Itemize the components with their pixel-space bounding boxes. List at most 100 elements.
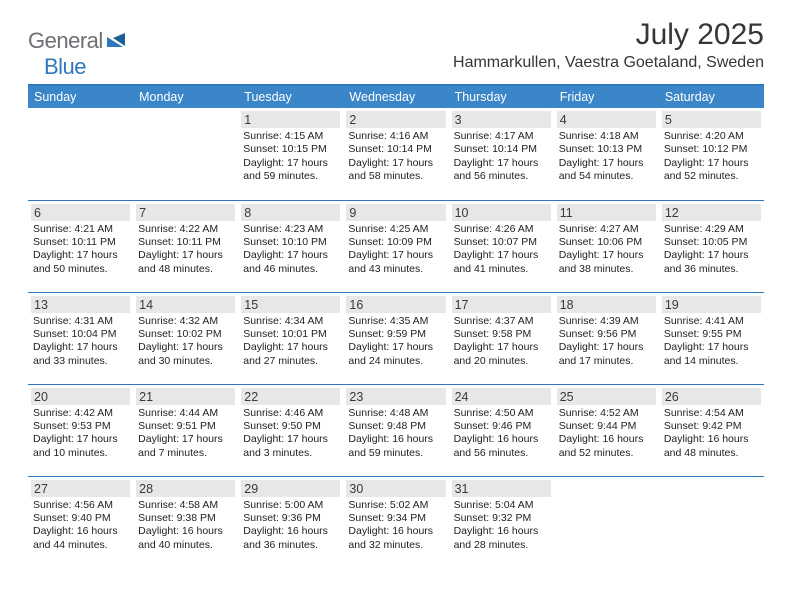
calendar-cell: [133, 108, 238, 200]
calendar-cell: 15 Sunrise: 4:34 AMSunset: 10:01 PMDaylig…: [238, 292, 343, 384]
calendar-cell: 10Sunrise: 4:26 AMSunset: 10:07 PMDaylig…: [449, 200, 554, 292]
calendar-cell: 14 Sunrise: 4:32 AMSunset: 10:02 PMDaylig…: [133, 292, 238, 384]
calendar-cell: 20 Sunrise: 4:42 AMSunset: 9:53 PMDayligh…: [28, 384, 133, 476]
calendar-cell: 2Sunrise: 4:16 AMSunset: 10:14 PMDayligh…: [343, 108, 448, 200]
calendar-cell: 28 Sunrise: 4:58 AMSunset: 9:38 PMDayligh…: [133, 476, 238, 568]
day-number: 17: [452, 296, 551, 313]
day-number: 22: [241, 388, 340, 405]
day-number: 28: [136, 480, 235, 497]
cell-text: Sunrise: 4:58 AMSunset: 9:38 PMDaylight:…: [136, 499, 235, 553]
cell-text: Sunrise: 4:52 AMSunset: 9:44 PMDaylight:…: [557, 407, 656, 461]
cell-text: Sunrise: 4:17 AMSunset: 10:14 PMDaylight…: [452, 130, 551, 184]
day-number: 30: [346, 480, 445, 497]
day-number: 14: [136, 296, 235, 313]
calendar-cell: 4 Sunrise: 4:18 AMSunset: 10:13 PMDayligh…: [554, 108, 659, 200]
day-header: Tuesday: [238, 86, 343, 108]
day-number: 31: [452, 480, 551, 497]
cell-text: Sunrise: 5:00 AMSunset: 9:36 PMDaylight:…: [241, 499, 340, 553]
month-title: July 2025: [453, 18, 764, 52]
cell-text: Sunrise: 4:23 AMSunset: 10:10 PMDaylight…: [241, 223, 340, 277]
day-number: 11: [557, 204, 656, 221]
day-number: [136, 111, 235, 128]
calendar-cell: 6 Sunrise: 4:21 AMSunset: 10:11 PMDayligh…: [28, 200, 133, 292]
cell-text: Sunrise: 4:39 AMSunset: 9:56 PMDaylight:…: [557, 315, 656, 369]
day-number: [557, 480, 656, 497]
location-text: Hammarkullen, Vaestra Goetaland, Sweden: [453, 54, 764, 72]
day-number: 4: [557, 111, 656, 128]
cell-text: Sunrise: 4:21 AMSunset: 10:11 PMDaylight…: [31, 223, 130, 277]
day-header: Wednesday: [343, 86, 448, 108]
calendar-cell: 12 Sunrise: 4:29 AMSunset: 10:05 PMDaylig…: [659, 200, 764, 292]
cell-text: Sunrise: 4:56 AMSunset: 9:40 PMDaylight:…: [31, 499, 130, 553]
day-number: 24: [452, 388, 551, 405]
cell-text: Sunrise: 4:37 AMSunset: 9:58 PMDaylight:…: [452, 315, 551, 369]
day-number: 5: [662, 111, 761, 128]
logo-text-general: General: [28, 28, 103, 54]
day-number: 1: [241, 111, 340, 128]
cell-text: Sunrise: 5:04 AMSunset: 9:32 PMDaylight:…: [452, 499, 551, 553]
day-number: 25: [557, 388, 656, 405]
cell-text: Sunrise: 4:46 AMSunset: 9:50 PMDaylight:…: [241, 407, 340, 461]
calendar-table: SundayMondayTuesdayWednesdayThursdayFrid…: [28, 86, 764, 568]
calendar-cell: 9Sunrise: 4:25 AMSunset: 10:09 PMDayligh…: [343, 200, 448, 292]
day-number: 7: [136, 204, 235, 221]
cell-text: Sunrise: 4:54 AMSunset: 9:42 PMDaylight:…: [662, 407, 761, 461]
calendar-cell: 3 Sunrise: 4:17 AMSunset: 10:14 PMDayligh…: [449, 108, 554, 200]
day-header: Friday: [554, 86, 659, 108]
calendar-cell: 19 Sunrise: 4:41 AMSunset: 9:55 PMDayligh…: [659, 292, 764, 384]
calendar-cell: 29 Sunrise: 5:00 AMSunset: 9:36 PMDayligh…: [238, 476, 343, 568]
calendar-cell: 30 Sunrise: 5:02 AMSunset: 9:34 PMDayligh…: [343, 476, 448, 568]
cell-text: Sunrise: 5:02 AMSunset: 9:34 PMDaylight:…: [346, 499, 445, 553]
day-number: 26: [662, 388, 761, 405]
calendar-cell: 22 Sunrise: 4:46 AMSunset: 9:50 PMDayligh…: [238, 384, 343, 476]
day-number: [31, 111, 130, 128]
cell-text: Sunrise: 4:50 AMSunset: 9:46 PMDaylight:…: [452, 407, 551, 461]
cell-text: Sunrise: 4:34 AMSunset: 10:01 PMDaylight…: [241, 315, 340, 369]
cell-text: Sunrise: 4:20 AMSunset: 10:12 PMDaylight…: [662, 130, 761, 184]
calendar-cell: 27 Sunrise: 4:56 AMSunset: 9:40 PMDayligh…: [28, 476, 133, 568]
calendar-cell: 11Sunrise: 4:27 AMSunset: 10:06 PMDaylig…: [554, 200, 659, 292]
cell-text: Sunrise: 4:42 AMSunset: 9:53 PMDaylight:…: [31, 407, 130, 461]
calendar-cell: 25 Sunrise: 4:52 AMSunset: 9:44 PMDayligh…: [554, 384, 659, 476]
cell-text: Sunrise: 4:35 AMSunset: 9:59 PMDaylight:…: [346, 315, 445, 369]
day-number: 10: [452, 204, 551, 221]
cell-text: Sunrise: 4:22 AMSunset: 10:11 PMDaylight…: [136, 223, 235, 277]
calendar-cell: 1 Sunrise: 4:15 AMSunset: 10:15 PMDayligh…: [238, 108, 343, 200]
day-number: 23: [346, 388, 445, 405]
calendar-cell: 21Sunrise: 4:44 AMSunset: 9:51 PMDayligh…: [133, 384, 238, 476]
calendar-cell: [554, 476, 659, 568]
day-number: 8: [241, 204, 340, 221]
day-header: Thursday: [449, 86, 554, 108]
day-number: 15: [241, 296, 340, 313]
calendar-cell: [28, 108, 133, 200]
day-number: 27: [31, 480, 130, 497]
day-number: 9: [346, 204, 445, 221]
logo-text-blue: Blue: [44, 54, 86, 80]
cell-text: Sunrise: 4:15 AMSunset: 10:15 PMDaylight…: [241, 130, 340, 184]
day-number: [662, 480, 761, 497]
day-number: 6: [31, 204, 130, 221]
logo-mark-icon: [107, 30, 127, 53]
cell-text: Sunrise: 4:29 AMSunset: 10:05 PMDaylight…: [662, 223, 761, 277]
day-number: 16: [346, 296, 445, 313]
calendar-cell: 31 Sunrise: 5:04 AMSunset: 9:32 PMDayligh…: [449, 476, 554, 568]
day-number: 3: [452, 111, 551, 128]
cell-text: Sunrise: 4:41 AMSunset: 9:55 PMDaylight:…: [662, 315, 761, 369]
day-header: Monday: [133, 86, 238, 108]
cell-text: Sunrise: 4:18 AMSunset: 10:13 PMDaylight…: [557, 130, 656, 184]
day-number: 20: [31, 388, 130, 405]
cell-text: Sunrise: 4:32 AMSunset: 10:02 PMDaylight…: [136, 315, 235, 369]
day-number: 19: [662, 296, 761, 313]
calendar-cell: 24 Sunrise: 4:50 AMSunset: 9:46 PMDayligh…: [449, 384, 554, 476]
cell-text: Sunrise: 4:44 AMSunset: 9:51 PMDaylight:…: [136, 407, 235, 461]
day-number: 29: [241, 480, 340, 497]
cell-text: Sunrise: 4:48 AMSunset: 9:48 PMDaylight:…: [346, 407, 445, 461]
calendar-cell: 26 Sunrise: 4:54 AMSunset: 9:42 PMDayligh…: [659, 384, 764, 476]
calendar-cell: 23 Sunrise: 4:48 AMSunset: 9:48 PMDayligh…: [343, 384, 448, 476]
day-number: 2: [346, 111, 445, 128]
day-number: 12: [662, 204, 761, 221]
cell-text: Sunrise: 4:31 AMSunset: 10:04 PMDaylight…: [31, 315, 130, 369]
day-number: 13: [31, 296, 130, 313]
title-block: July 2025 Hammarkullen, Vaestra Goetalan…: [453, 18, 764, 72]
logo: General: [28, 18, 129, 54]
